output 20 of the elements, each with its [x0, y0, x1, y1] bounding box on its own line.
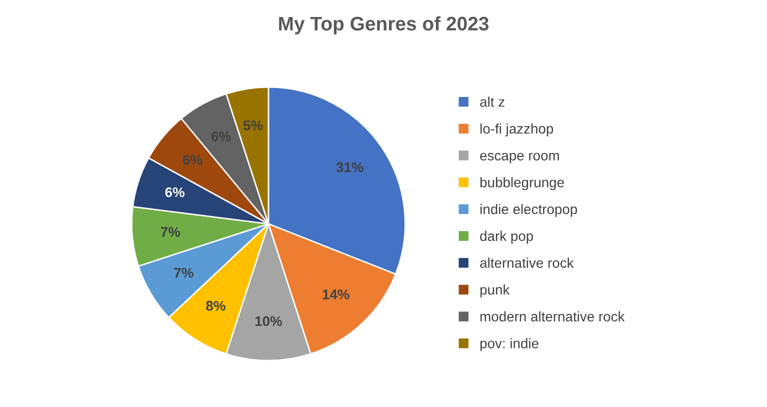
legend-label: punk: [480, 284, 510, 298]
legend-label: pov: indie: [480, 338, 538, 352]
legend-label: dark pop: [480, 230, 534, 244]
data-label: 8%: [206, 300, 226, 311]
legend-label: alt z: [480, 96, 504, 107]
chart-title: My Top Genres of 2023: [279, 16, 489, 34]
data-label: 31%: [336, 162, 364, 172]
data-label: 7%: [174, 268, 194, 278]
data-label: 14%: [322, 290, 350, 300]
legend-label: lo-fi jazzhop: [480, 123, 554, 136]
legend-label: indie electropop: [480, 204, 578, 217]
data-label: 6%: [165, 187, 184, 198]
data-label: 6%: [183, 154, 202, 165]
data-label: 10%: [255, 316, 282, 326]
legend-label: bubblegrunge: [480, 177, 564, 190]
legend-label: alternative rock: [480, 258, 574, 268]
legend-label: escape room: [480, 152, 559, 164]
legend-label: modern alternative rock: [480, 311, 625, 322]
data-label: 7%: [160, 227, 180, 237]
data-label: 5%: [243, 120, 263, 130]
